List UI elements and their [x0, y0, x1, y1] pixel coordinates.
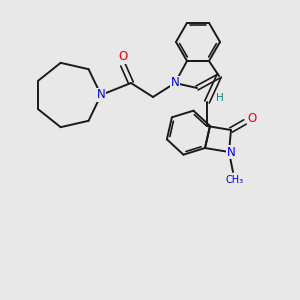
Text: H: H: [216, 93, 224, 103]
Text: CH₃: CH₃: [226, 175, 244, 185]
Text: O: O: [118, 50, 127, 64]
Text: N: N: [171, 76, 179, 89]
Text: N: N: [226, 146, 236, 158]
Text: N: N: [97, 88, 105, 101]
Text: O: O: [248, 112, 256, 125]
